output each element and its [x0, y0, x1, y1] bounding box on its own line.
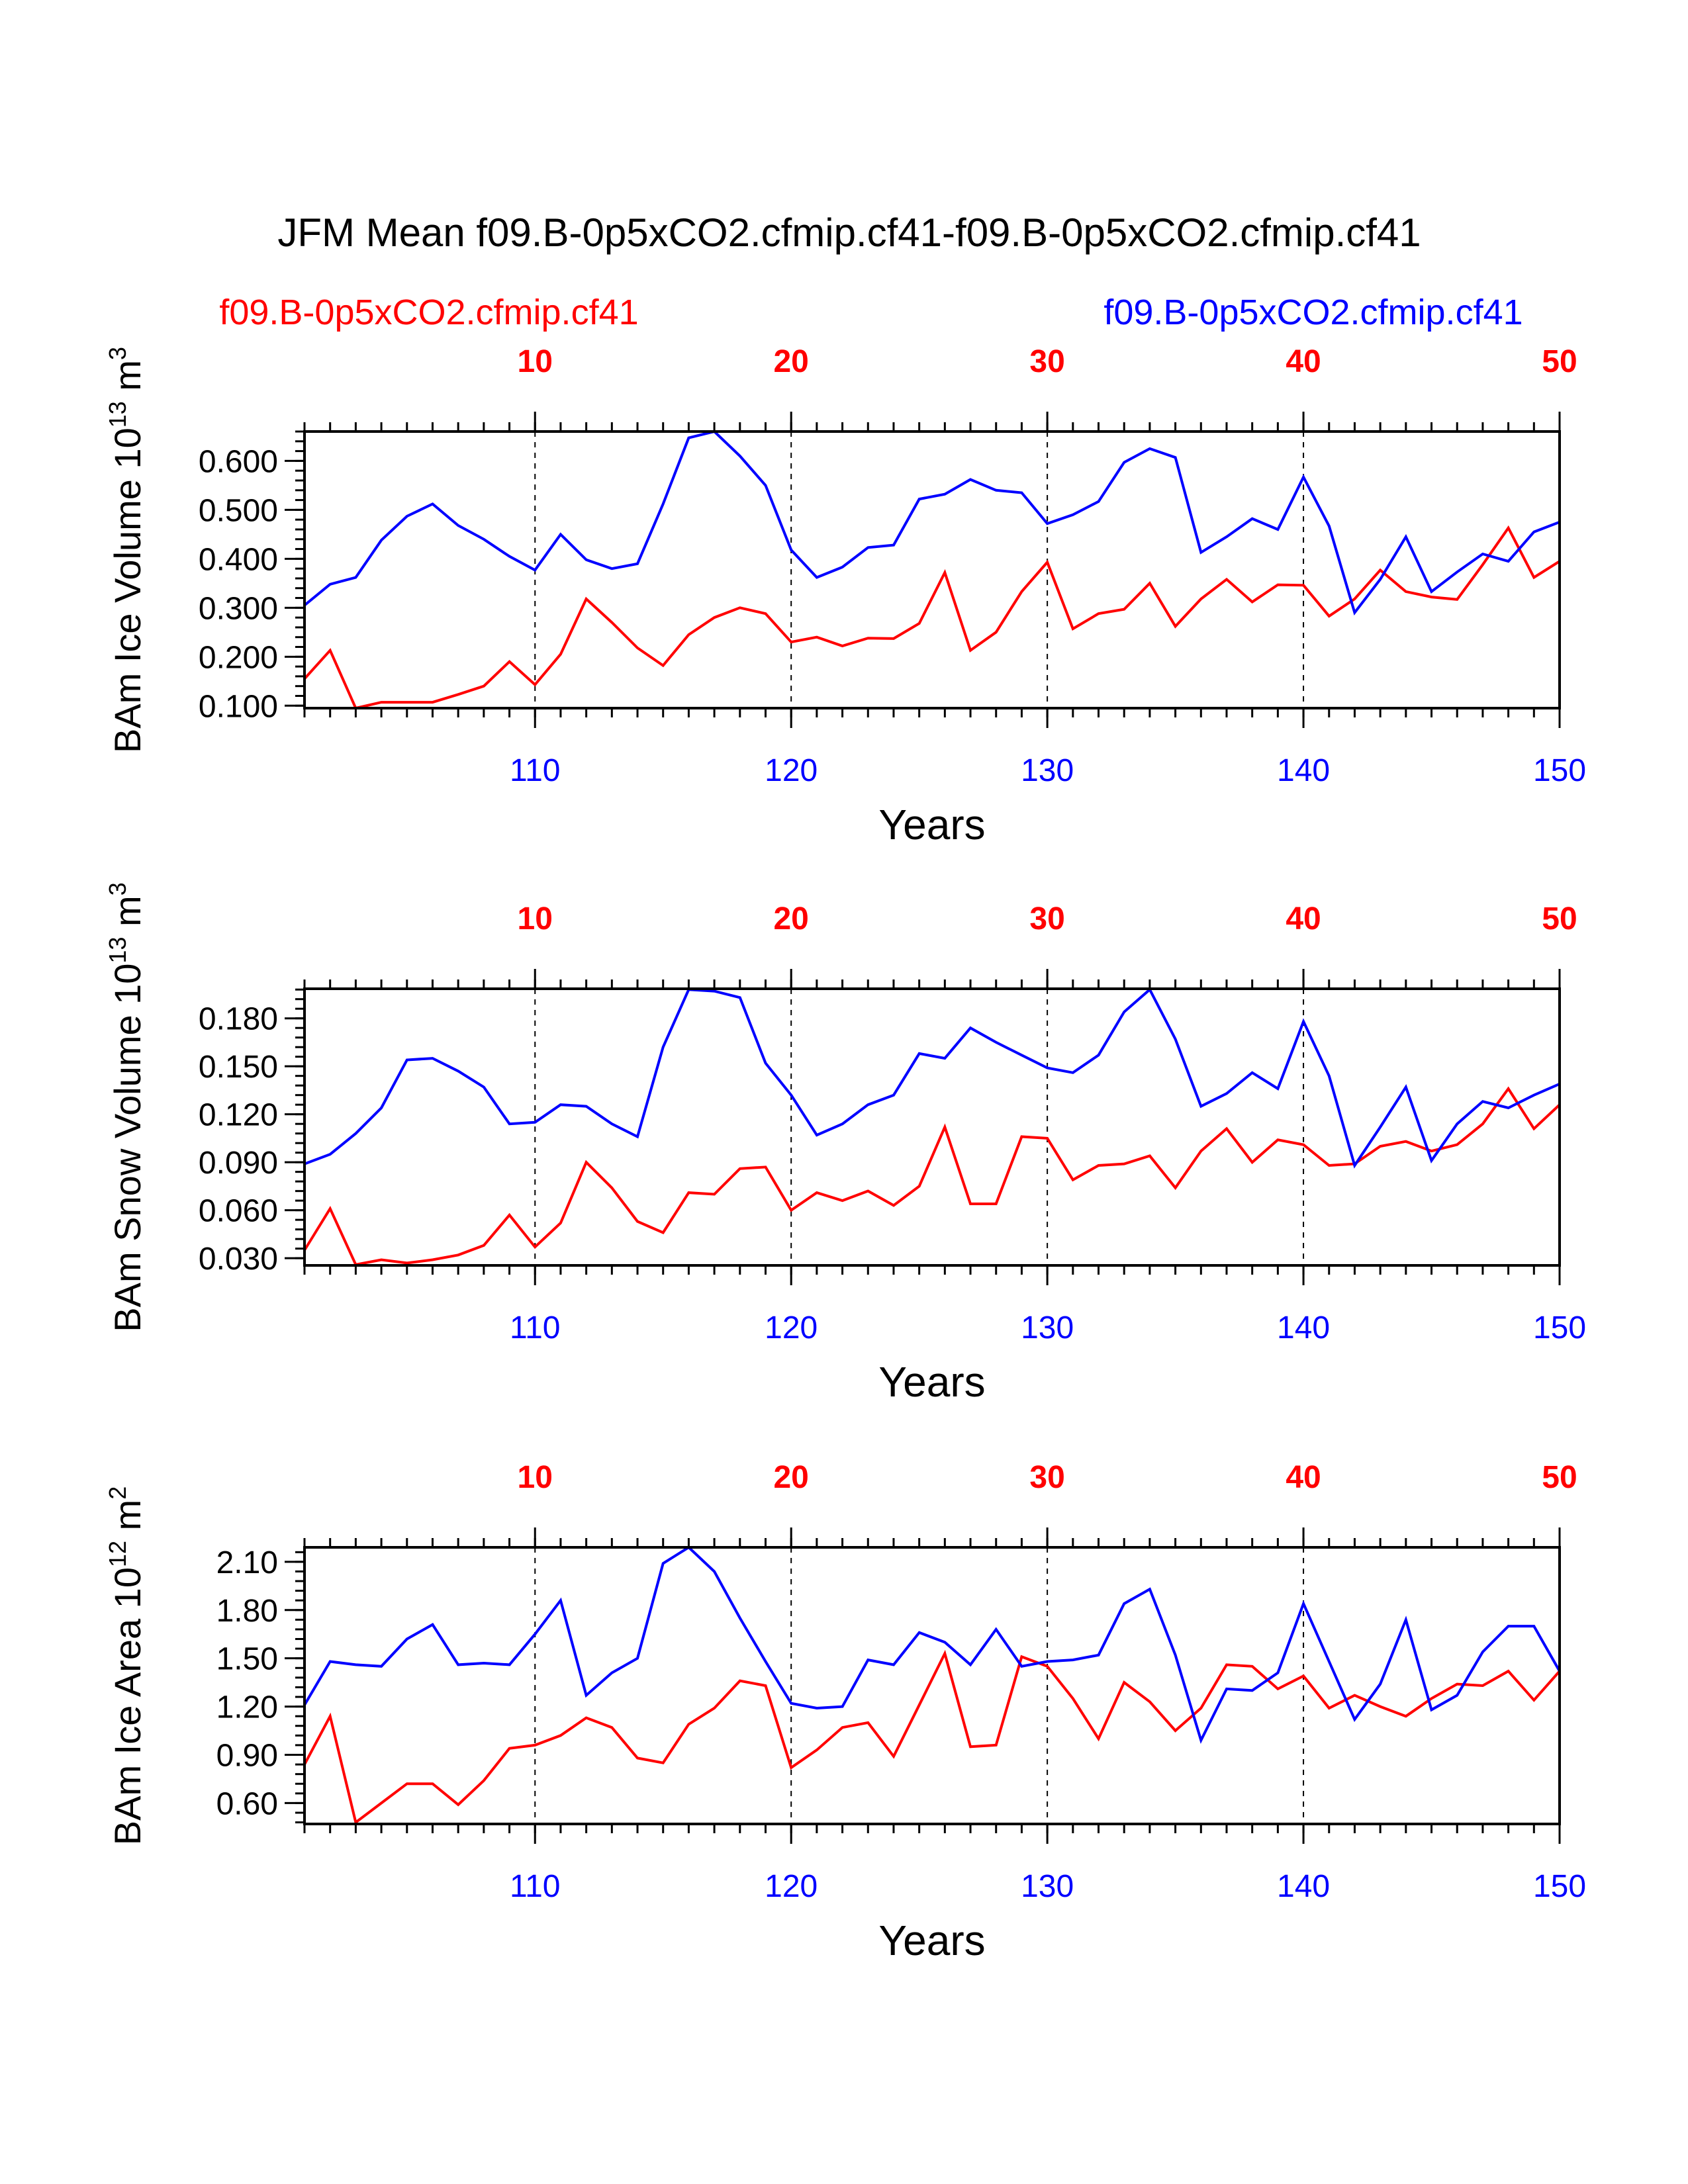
y-tick-label: 1.80: [216, 1594, 278, 1629]
y-tick-label: 0.060: [199, 1194, 278, 1229]
x-tick-label-top: 40: [1286, 1460, 1321, 1495]
y-axis-title: BAm Ice Volume 1013 m3: [104, 347, 148, 753]
y-axis-title-part: 2: [104, 1486, 131, 1500]
series-line-red: [305, 1086, 1560, 1265]
y-tick-label: 0.090: [199, 1146, 278, 1181]
y-axis-title-part: 3: [104, 347, 131, 360]
series-line-red: [305, 1649, 1560, 1824]
x-tick-label-bottom: 150: [1533, 1310, 1586, 1345]
x-tick-label-bottom: 120: [765, 1869, 818, 1904]
y-axis-title-part: 12: [104, 1541, 131, 1567]
chart-panel-1: 0.100 0.200 0.300 0.400 0.500 0.600 110 120 130 1…: [104, 344, 1586, 848]
y-axis-title-part: m: [107, 360, 148, 401]
series-line-blue: [305, 432, 1560, 616]
y-tick-label: 0.120: [199, 1098, 278, 1133]
legend-right-label: f09.B-0p5xCO2.cfmip.cf41: [1103, 293, 1523, 332]
chart-panel-2: 0.030 0.060 0.090 0.120 0.150 0.180 110 120 130 1…: [104, 882, 1586, 1406]
x-tick-label-bottom: 110: [510, 1869, 561, 1904]
y-tick-label: 0.60: [216, 1786, 278, 1821]
series-line-blue: [305, 1547, 1560, 1745]
x-tick-label-top: 20: [773, 344, 808, 379]
x-tick-label-bottom: 120: [765, 1310, 818, 1345]
x-tick-label-bottom: 110: [510, 1310, 561, 1345]
y-axis-title-part: BAm Ice Volume 10: [107, 428, 148, 753]
x-tick-label-bottom: 150: [1533, 1869, 1586, 1904]
y-tick-label: 0.100: [199, 689, 278, 724]
x-tick-label-bottom: 140: [1277, 1310, 1330, 1345]
y-axis-title-part: 13: [104, 401, 131, 428]
y-tick-label: 0.500: [199, 493, 278, 528]
y-axis-title-part: m: [107, 895, 148, 936]
x-tick-label-top: 30: [1029, 344, 1064, 379]
y-tick-label: 1.50: [216, 1642, 278, 1677]
x-tick-label-top: 50: [1542, 901, 1577, 936]
y-tick-label: 0.150: [199, 1050, 278, 1085]
x-tick-label-top: 20: [773, 901, 808, 936]
y-tick-label: 0.400: [199, 542, 278, 577]
legend-left-label: f09.B-0p5xCO2.cfmip.cf41: [219, 293, 638, 332]
plot-frame: [303, 430, 1561, 709]
y-tick-label: 1.20: [216, 1690, 278, 1725]
x-tick-label-top: 10: [518, 1460, 553, 1495]
y-axis-title-part: 3: [104, 882, 131, 895]
y-tick-label: 0.180: [199, 1002, 278, 1037]
x-tick-label-bottom: 130: [1021, 1869, 1074, 1904]
x-tick-label-top: 20: [773, 1460, 808, 1495]
x-axis-title: Years: [878, 1917, 985, 1964]
x-tick-label-bottom: 140: [1277, 1869, 1330, 1904]
x-tick-label-top: 40: [1286, 901, 1321, 936]
chart-panel-3: 0.60 0.90 1.20 1.50 1.80 2.10 110 120 130 140 150 1…: [104, 1460, 1586, 1964]
x-tick-label-top: 30: [1029, 901, 1064, 936]
x-tick-label-bottom: 130: [1021, 1310, 1074, 1345]
y-axis-title-part: m: [107, 1500, 148, 1541]
y-axis-title-part: BAm Snow Volume 10: [107, 964, 148, 1332]
x-tick-label-bottom: 120: [765, 753, 818, 788]
y-tick-label: 0.200: [199, 640, 278, 675]
x-tick-label-top: 10: [518, 344, 553, 379]
x-tick-label-top: 10: [518, 901, 553, 936]
figure-title: JFM Mean f09.B-0p5xCO2.cfmip.cf41-f09.B-…: [277, 210, 1421, 255]
y-tick-label: 0.600: [199, 444, 278, 479]
x-tick-label-top: 50: [1542, 1460, 1577, 1495]
y-axis-title-part: BAm Ice Area 10: [107, 1567, 148, 1845]
x-axis-title: Years: [878, 801, 985, 848]
x-axis-title: Years: [878, 1358, 985, 1406]
plot-frame: [303, 1546, 1561, 1825]
plot-frame: [303, 987, 1561, 1267]
x-tick-label-bottom: 130: [1021, 753, 1074, 788]
x-tick-label-bottom: 140: [1277, 753, 1330, 788]
y-tick-label: 0.030: [199, 1242, 278, 1277]
x-tick-label-top: 30: [1029, 1460, 1064, 1495]
y-tick-label: 2.10: [216, 1545, 278, 1580]
y-tick-label: 0.90: [216, 1739, 278, 1774]
series-line-blue: [305, 989, 1560, 1169]
x-tick-label-bottom: 110: [510, 753, 561, 788]
y-axis-title: BAm Snow Volume 1013 m3: [104, 882, 148, 1332]
y-tick-label: 0.300: [199, 591, 278, 626]
x-tick-label-bottom: 150: [1533, 753, 1586, 788]
y-axis-title-part: 13: [104, 937, 131, 964]
y-axis-title: BAm Ice Area 1012 m2: [104, 1486, 148, 1846]
x-tick-label-top: 50: [1542, 344, 1577, 379]
x-tick-label-top: 40: [1286, 344, 1321, 379]
